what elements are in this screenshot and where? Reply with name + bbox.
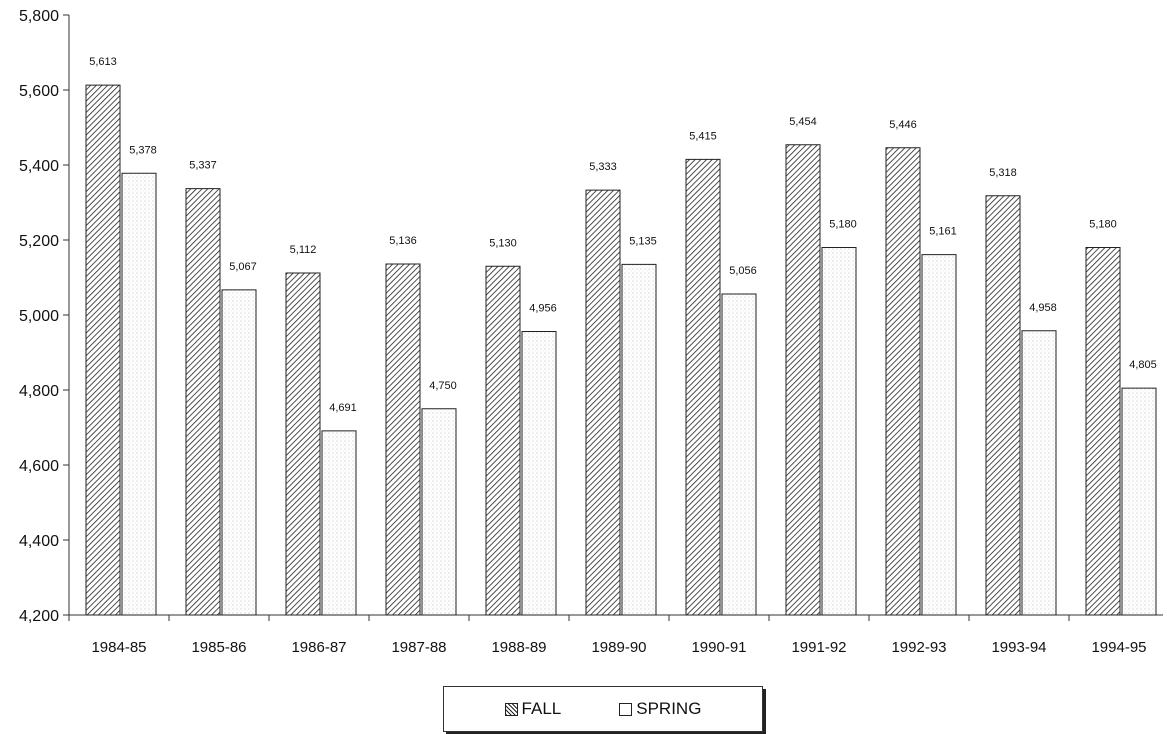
data-label-fall: 5,337 xyxy=(189,160,217,172)
data-label-fall: 5,613 xyxy=(89,56,117,68)
bar-fall xyxy=(585,189,621,616)
bar-fall xyxy=(185,188,221,616)
bar-spring xyxy=(921,254,957,616)
data-label-spring: 4,956 xyxy=(529,303,557,315)
bar-spring xyxy=(421,408,457,616)
bar-spring xyxy=(1121,387,1157,616)
bar-spring xyxy=(521,331,557,616)
y-tick-label: 5,400 xyxy=(19,158,59,175)
bar-spring xyxy=(721,293,757,616)
y-tick-label: 4,200 xyxy=(19,608,59,625)
bar-spring xyxy=(221,289,257,616)
x-category-label: 1986-87 xyxy=(291,639,346,656)
x-category-label: 1987-88 xyxy=(391,639,446,656)
data-label-fall: 5,446 xyxy=(889,119,917,131)
y-tick-label: 5,200 xyxy=(19,233,59,250)
x-category-label: 1993-94 xyxy=(991,639,1046,656)
data-label-spring: 4,958 xyxy=(1029,302,1057,314)
bar-fall xyxy=(685,158,721,616)
data-label-fall: 5,454 xyxy=(789,116,817,128)
bar-spring xyxy=(121,172,157,616)
data-label-spring: 4,750 xyxy=(429,380,457,392)
data-label-fall: 5,318 xyxy=(989,167,1017,179)
y-tick-label: 4,800 xyxy=(19,383,59,400)
bar-fall xyxy=(385,263,421,616)
y-tick-label: 4,600 xyxy=(19,458,59,475)
y-tick-label: 4,400 xyxy=(19,533,59,550)
data-label-fall: 5,136 xyxy=(389,235,417,247)
data-labels: 5,613 5,337 5,112 5,136 5,130 5,333 5,415 5,454… xyxy=(89,56,1157,414)
bar-chart: 4,200 4,400 4,600 4,800 5,000 5,200 5,400 5,600… xyxy=(19,8,1163,656)
y-tick-label: 5,000 xyxy=(19,308,59,325)
data-label-spring: 5,378 xyxy=(129,144,157,156)
data-label-fall: 5,333 xyxy=(589,161,617,173)
x-category-label: 1992-93 xyxy=(891,639,946,656)
y-tick-label: 5,800 xyxy=(19,8,59,25)
legend: FALL SPRING xyxy=(443,686,763,732)
x-category-label: 1994-95 xyxy=(1091,639,1146,656)
data-label-spring: 5,161 xyxy=(929,226,957,238)
data-label-spring: 5,067 xyxy=(229,261,257,273)
legend-label-spring: SPRING xyxy=(636,699,702,718)
legend-swatch-fall xyxy=(504,702,518,716)
data-label-fall: 5,415 xyxy=(689,130,717,142)
x-category-label: 1984-85 xyxy=(91,639,146,656)
data-label-spring: 4,691 xyxy=(329,402,357,414)
bar-fall xyxy=(985,195,1021,616)
data-label-spring: 4,805 xyxy=(1129,359,1157,371)
bar-fall xyxy=(285,272,321,616)
bar-spring xyxy=(621,263,657,616)
data-label-spring: 5,180 xyxy=(829,219,857,231)
bar-fall xyxy=(885,147,921,616)
bar-fall xyxy=(85,84,121,616)
legend-swatch-spring xyxy=(619,702,633,716)
x-axis: 1984-85 1985-86 1986-87 1987-88 1988-89 1989-… xyxy=(68,614,1163,656)
bar-spring xyxy=(321,430,357,616)
x-category-label: 1989-90 xyxy=(591,639,646,656)
bar-spring xyxy=(821,247,857,616)
data-label-fall: 5,130 xyxy=(489,237,517,249)
bars xyxy=(85,84,1157,616)
bar-fall xyxy=(1085,247,1121,616)
x-category-label: 1985-86 xyxy=(191,639,246,656)
data-label-spring: 5,056 xyxy=(729,265,757,277)
y-axis: 4,200 4,400 4,600 4,800 5,000 5,200 5,400 5,600… xyxy=(19,8,70,625)
data-label-spring: 5,135 xyxy=(629,235,657,247)
x-category-label: 1991-92 xyxy=(791,639,846,656)
bar-spring xyxy=(1021,330,1057,616)
legend-item-spring: SPRING xyxy=(619,699,701,719)
data-label-fall: 5,180 xyxy=(1089,219,1117,231)
legend-label-fall: FALL xyxy=(521,699,562,718)
x-category-label: 1988-89 xyxy=(491,639,546,656)
legend-item-fall: FALL xyxy=(504,699,562,719)
data-label-fall: 5,112 xyxy=(290,244,317,256)
x-category-label: 1990-91 xyxy=(691,639,746,656)
y-tick-label: 5,600 xyxy=(19,83,59,100)
bar-fall xyxy=(485,265,521,616)
bar-fall xyxy=(785,144,821,616)
